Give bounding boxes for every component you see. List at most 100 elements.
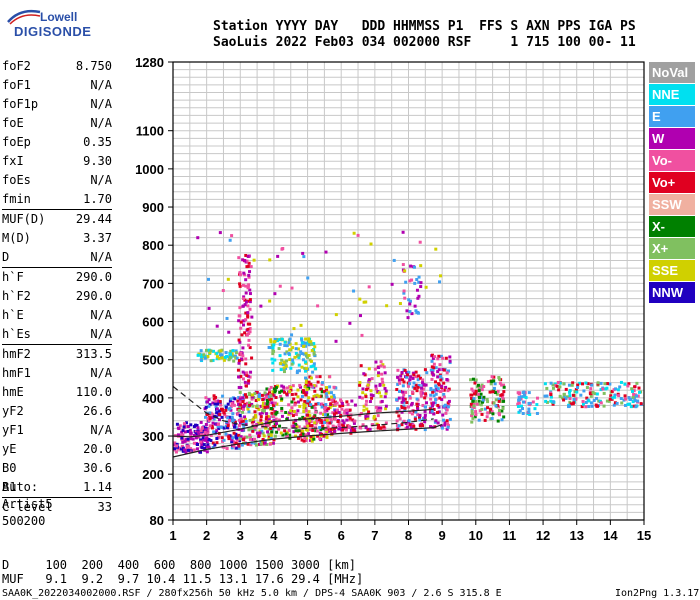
echo-point	[290, 286, 294, 290]
echo-point	[528, 413, 532, 417]
echo-point	[323, 410, 327, 414]
param-value: 110.0	[75, 385, 112, 399]
echo-point	[403, 368, 407, 372]
echo-point	[415, 397, 419, 401]
echo-point	[241, 407, 245, 411]
echo-point	[535, 411, 539, 415]
param-row: C-level 33	[2, 497, 112, 517]
echo-point	[493, 382, 497, 386]
echo-point	[204, 396, 208, 400]
echo-point	[380, 399, 384, 403]
echo-point	[296, 388, 300, 392]
echo-point	[331, 411, 335, 415]
echo-point	[396, 368, 400, 372]
echo-point	[261, 408, 265, 412]
echo-point	[280, 414, 284, 418]
echo-point	[246, 442, 250, 446]
echo-point	[579, 393, 583, 397]
echo-point	[341, 428, 345, 432]
param-value: 290.0	[75, 270, 112, 284]
echo-point	[321, 381, 325, 385]
echo-point	[283, 343, 287, 347]
param-name: yF1	[2, 423, 24, 437]
echo-point	[270, 401, 274, 405]
echo-point	[384, 407, 388, 411]
echo-point	[280, 358, 284, 362]
echo-point	[420, 386, 424, 390]
echo-point	[610, 396, 614, 400]
chart-grid	[172, 61, 645, 520]
echo-point	[392, 258, 396, 262]
echo-point	[287, 341, 291, 345]
echo-point	[590, 404, 594, 408]
echo-point	[581, 402, 585, 406]
echo-point	[414, 375, 418, 379]
echo-point	[287, 428, 291, 432]
echo-point	[330, 395, 334, 399]
y-tick-label: 600	[142, 315, 164, 330]
echo-point	[221, 439, 225, 443]
echo-point	[383, 371, 387, 375]
echo-point	[302, 358, 306, 362]
echo-point	[409, 375, 413, 379]
echo-point	[628, 402, 632, 406]
echo-point	[237, 385, 241, 389]
echo-point	[247, 273, 251, 277]
echo-point	[490, 417, 494, 421]
echo-point	[421, 387, 425, 391]
echo-point	[403, 296, 407, 300]
echo-point	[292, 327, 296, 331]
echo-point	[612, 395, 616, 399]
echo-point	[614, 387, 618, 391]
echo-point	[308, 428, 312, 432]
auto-code: 500200	[2, 514, 46, 528]
echo-point	[335, 408, 339, 412]
x-tick-label: 10	[469, 528, 483, 543]
echo-point	[280, 337, 284, 341]
echo-point	[306, 276, 310, 280]
echo-point	[362, 408, 366, 412]
echo-point	[244, 384, 248, 388]
echo-point	[395, 398, 399, 402]
trace-line	[172, 408, 434, 438]
echo-point	[556, 380, 560, 384]
echo-point	[336, 420, 340, 424]
param-name: C-level	[2, 500, 53, 514]
echo-point	[264, 426, 268, 430]
echo-point	[203, 356, 207, 360]
echo-point	[379, 394, 383, 398]
echo-point	[562, 398, 566, 402]
echo-point	[438, 363, 442, 367]
echo-point	[208, 411, 212, 415]
y-tick-label: 900	[142, 200, 164, 215]
echo-point	[438, 280, 442, 284]
echo-point	[307, 410, 311, 414]
echo-point	[374, 360, 378, 364]
y-tick-label: 700	[142, 276, 164, 291]
echo-point	[501, 397, 505, 401]
echo-point	[206, 416, 210, 420]
echo-point	[288, 348, 292, 352]
echo-point	[623, 394, 627, 398]
echo-point	[270, 430, 274, 434]
echo-point	[408, 410, 412, 414]
echo-point	[290, 333, 294, 337]
echo-point	[316, 434, 320, 438]
echo-point	[480, 407, 484, 411]
echo-point	[229, 349, 233, 353]
echo-point	[268, 299, 272, 303]
param-name: B1	[2, 480, 17, 494]
echo-point	[568, 390, 572, 394]
echo-point	[307, 353, 311, 357]
echo-point	[238, 413, 242, 417]
echo-point	[308, 414, 312, 418]
echo-point	[300, 352, 304, 356]
echo-point	[610, 389, 614, 393]
y-tick-label: 200	[142, 467, 164, 482]
echo-point	[635, 381, 639, 385]
echo-point	[251, 437, 255, 441]
echo-point	[224, 408, 228, 412]
echo-point	[258, 431, 262, 435]
echo-point	[414, 370, 418, 374]
echo-point	[217, 422, 221, 426]
